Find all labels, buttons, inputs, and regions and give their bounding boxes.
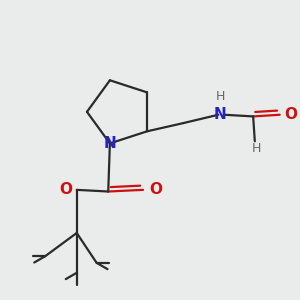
Text: H: H bbox=[215, 90, 225, 103]
Text: O: O bbox=[59, 182, 72, 197]
Text: N: N bbox=[214, 107, 226, 122]
Text: O: O bbox=[149, 182, 162, 197]
Text: N: N bbox=[103, 136, 116, 151]
Text: O: O bbox=[284, 107, 297, 122]
Text: H: H bbox=[252, 142, 261, 155]
